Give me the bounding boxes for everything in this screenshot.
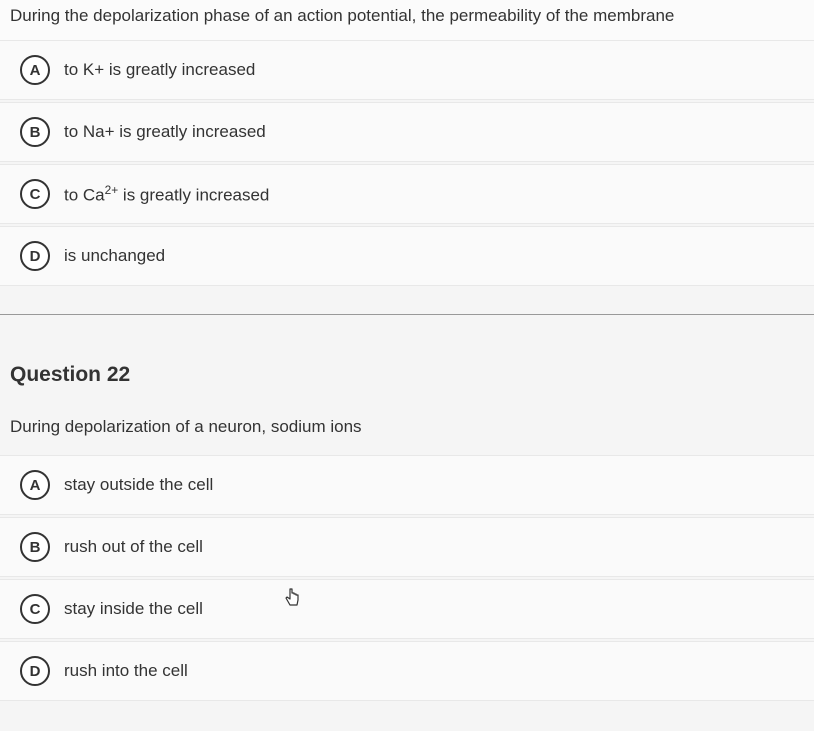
option-text: to Na+ is greatly increased xyxy=(64,122,266,142)
q2-option-b[interactable]: B rush out of the cell xyxy=(0,517,814,577)
q1-option-d[interactable]: D is unchanged xyxy=(0,226,814,286)
option-letter-circle: A xyxy=(20,55,50,85)
q1-option-a[interactable]: A to K+ is greatly increased xyxy=(0,40,814,100)
option-text: rush into the cell xyxy=(64,661,188,681)
option-text: stay outside the cell xyxy=(64,475,213,495)
option-letter-circle: C xyxy=(20,179,50,209)
option-text: to Ca2+ is greatly increased xyxy=(64,183,269,206)
question-divider xyxy=(0,314,814,315)
q1-option-c[interactable]: C to Ca2+ is greatly increased xyxy=(0,164,814,224)
option-text: rush out of the cell xyxy=(64,537,203,557)
option-text: to K+ is greatly increased xyxy=(64,60,255,80)
question-2-title: Question 22 xyxy=(0,363,814,417)
q2-option-d[interactable]: D rush into the cell xyxy=(0,641,814,701)
q1-option-b[interactable]: B to Na+ is greatly increased xyxy=(0,102,814,162)
option-letter-circle: B xyxy=(20,532,50,562)
option-text: stay inside the cell xyxy=(64,599,203,619)
option-letter-circle: A xyxy=(20,470,50,500)
option-letter-circle: D xyxy=(20,241,50,271)
q2-option-c[interactable]: C stay inside the cell xyxy=(0,579,814,639)
option-letter-circle: D xyxy=(20,656,50,686)
option-letter-circle: C xyxy=(20,594,50,624)
option-letter-circle: B xyxy=(20,117,50,147)
question-1-stem: During the depolarization phase of an ac… xyxy=(0,0,814,40)
q2-option-a[interactable]: A stay outside the cell xyxy=(0,455,814,515)
option-text: is unchanged xyxy=(64,246,165,266)
question-2-stem: During depolarization of a neuron, sodiu… xyxy=(0,417,814,455)
